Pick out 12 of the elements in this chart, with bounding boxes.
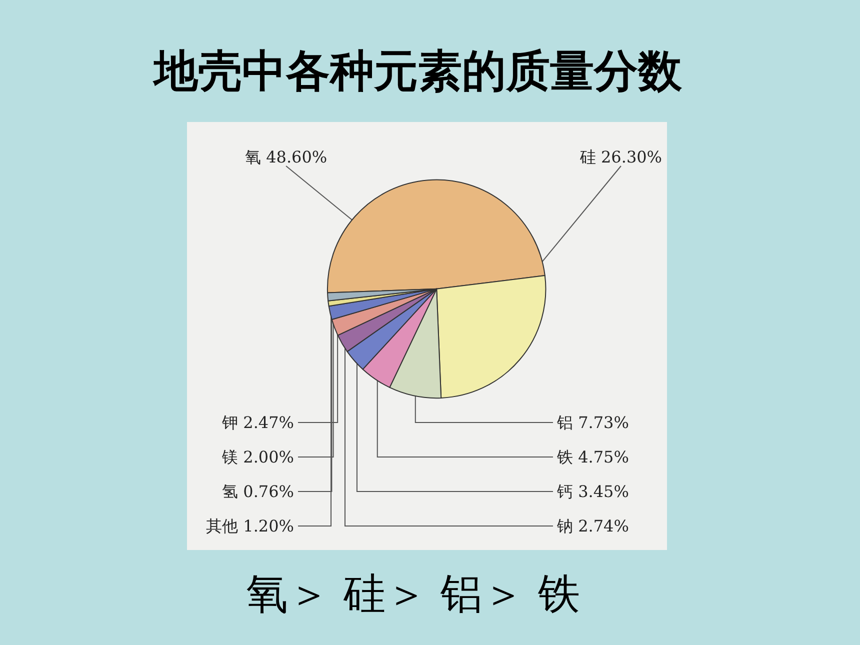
slice-label: 氢 0.76%	[222, 482, 294, 501]
slice-label: 氧 48.60%	[245, 148, 328, 166]
chart-title: 地壳中各种元素的质量分数	[152, 45, 683, 99]
slice-label: 钙 3.45%	[556, 482, 629, 501]
slice-label: 硅 26.30%	[578, 148, 662, 166]
slice-label: 铝 7.73%	[556, 413, 629, 432]
slice-label: 铁 4.75%	[556, 448, 629, 466]
slice-label: 钠 2.74%	[556, 516, 629, 536]
slice-label: 镁 2.00%	[221, 448, 294, 466]
text: 氧＞ 硅＞ 铝＞ 铁	[244, 568, 582, 620]
slice-label: 钾 2.47%	[221, 413, 294, 432]
slice-label: 其他 1.20%	[206, 516, 294, 536]
